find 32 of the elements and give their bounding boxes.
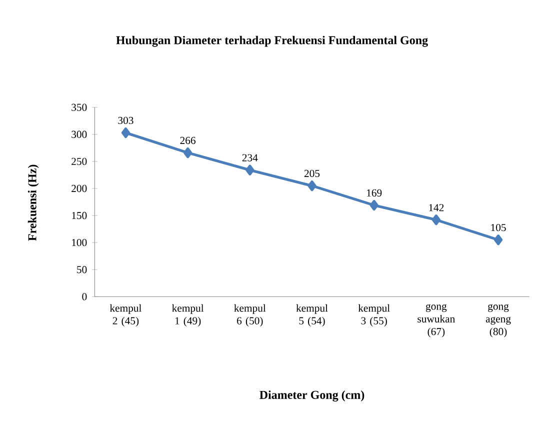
point [246,164,254,176]
x-tick-label: kempul 1 (49) [172,304,204,327]
y-tick-label: 350 [72,104,87,112]
data-label: 266 [180,137,196,144]
point [121,128,130,138]
point [432,214,441,226]
y-tick-label: 300 [72,130,87,138]
y-tick-label: 150 [72,212,87,220]
x-axis-title: Diameter Gong (cm) [260,390,364,402]
x-tick-label: kempul 5 (54) [296,304,328,327]
y-tick-label: 100 [72,239,87,246]
chart-title: Hubungan Diameter terhadap Frekuensi Fundamental Gong [116,36,428,47]
point [183,148,192,158]
x-tick-label: gong suwukan (67) [418,304,455,338]
y-tick-label: 200 [72,185,87,192]
data-label: 169 [367,190,382,197]
point [494,234,503,246]
data-label: 142 [429,204,444,212]
x-tick-label: gong ageng (80) [486,304,511,338]
x-tick-label: kempul 2 (45) [110,304,142,327]
y-tick-label: 250 [72,158,87,166]
y-tick-label: 50 [77,266,87,274]
data-label: 105 [491,224,506,232]
data-label: 234 [242,154,258,162]
data-label: 205 [304,170,320,178]
point [308,180,316,192]
point [370,200,378,211]
y-axis-title: Frekuensi (Hz) [28,164,39,242]
x-tick-label: kempul 6 (50) [234,304,266,327]
data-label: 303 [118,117,134,124]
y-tick-label: 0 [82,293,87,300]
x-tick-label: kempul 3 (55) [358,304,390,327]
